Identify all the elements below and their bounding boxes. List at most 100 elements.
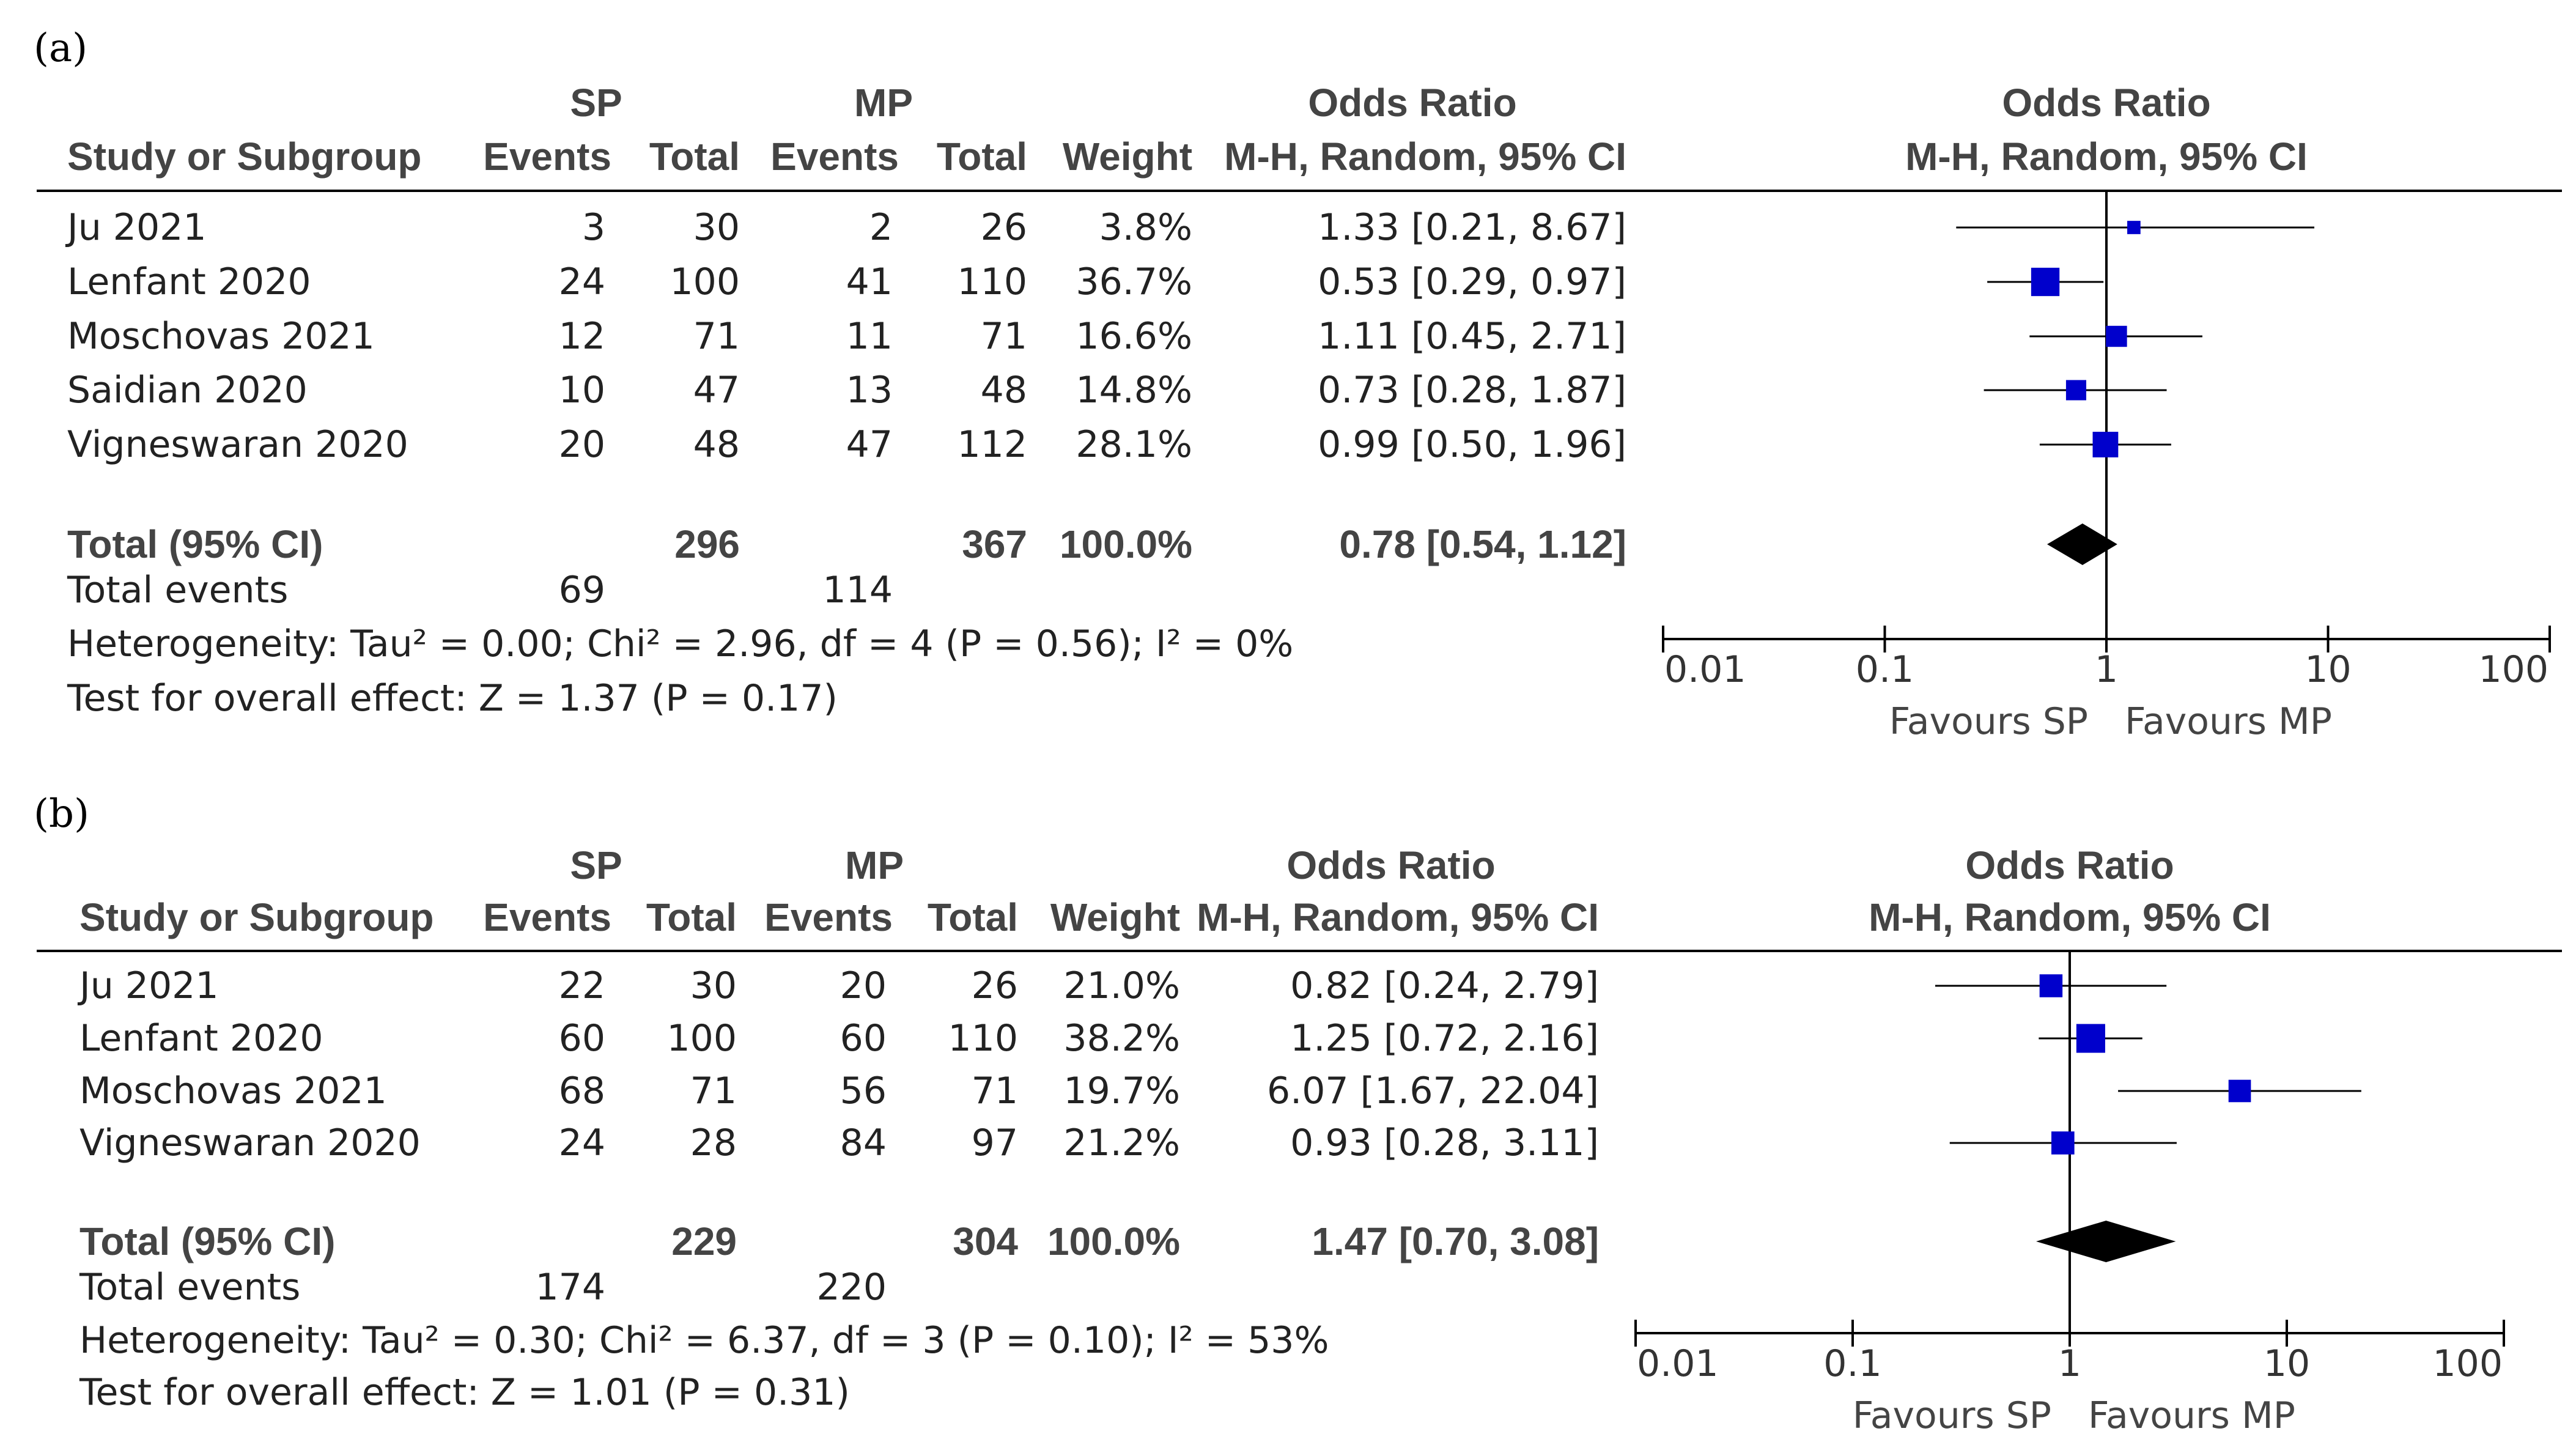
group2-total-header: Total — [937, 135, 1027, 179]
group2-events: 41 — [846, 261, 893, 303]
overall-effect-test: Test for overall effect: Z = 1.37 (P = 0… — [67, 677, 838, 720]
group1-events: 12 — [559, 315, 605, 358]
study-row: Moschovas 2021 12 71 11 71 16.6% 1.11 [0.45, 2… — [67, 315, 2202, 358]
study-weight: 21.2% — [1063, 1122, 1180, 1164]
group1-events: 24 — [559, 261, 605, 303]
study-name: Moschovas 2021 — [67, 315, 375, 358]
x-axis-tick-label: 0.01 — [1637, 1342, 1719, 1385]
total-weight: 100.0% — [1047, 1219, 1180, 1263]
group1-events: 24 — [559, 1122, 605, 1164]
study-point-estimate — [2065, 380, 2086, 401]
x-axis-tick-label: 10 — [2305, 648, 2351, 691]
study-row: Lenfant 2020 60 100 60 110 38.2% 1.25 [0.72, 2… — [79, 1017, 2142, 1060]
group1-header: SP — [570, 81, 622, 125]
group2-total: 110 — [948, 1017, 1018, 1060]
pooled-estimate-diamond — [2036, 1221, 2176, 1262]
group2-header: MP — [845, 843, 904, 887]
study-row: Vigneswaran 2020 20 48 47 112 28.1% 0.99 [0.50… — [67, 423, 2171, 466]
x-axis-tick-label: 1 — [2095, 648, 2118, 691]
study-point-estimate — [2228, 1079, 2251, 1103]
group1-events: 20 — [559, 423, 605, 466]
study-weight: 3.8% — [1099, 206, 1192, 249]
group1-total: 100 — [666, 1017, 737, 1060]
study-name: Lenfant 2020 — [67, 261, 311, 303]
study-weight: 19.7% — [1063, 1070, 1180, 1112]
study-odds-ratio-ci: 1.25 [0.72, 2.16] — [1290, 1017, 1599, 1060]
x-axis-tick-label: 1 — [2058, 1342, 2081, 1385]
group2-events: 20 — [840, 964, 887, 1007]
group1-total: 71 — [690, 1070, 737, 1112]
x-axis: 0.01 0.1 1 10 100 — [1662, 626, 2551, 691]
forest-odds-ratio-title: Odds Ratio — [1965, 843, 2174, 887]
study-odds-ratio-ci: 0.53 [0.29, 0.97] — [1318, 261, 1626, 303]
study-point-estimate — [2039, 974, 2063, 997]
study-odds-ratio-ci: 1.33 [0.21, 8.67] — [1318, 206, 1626, 249]
study-weight: 21.0% — [1063, 964, 1180, 1007]
x-axis-tick-label: 100 — [2432, 1342, 2503, 1385]
odds-ratio-title: Odds Ratio — [1308, 81, 1516, 125]
group2-total-header: Total — [928, 895, 1018, 939]
group2-events: 84 — [840, 1122, 887, 1164]
group1-events: 10 — [559, 369, 605, 412]
group2-total: 71 — [981, 315, 1027, 358]
group2-total: 112 — [957, 423, 1027, 466]
study-row: Saidian 2020 10 47 13 48 14.8% 0.73 [0.28, 1.8… — [67, 369, 2167, 412]
panel-label: (b) — [34, 791, 89, 837]
group2-events: 11 — [846, 315, 893, 358]
favours-left-label: Favours SP — [1853, 1394, 2051, 1437]
group2-header: MP — [854, 81, 913, 125]
forest-odds-ratio-title: Odds Ratio — [2002, 81, 2210, 125]
favours-right-label: Favours MP — [2088, 1394, 2295, 1437]
group1-total: 71 — [693, 315, 740, 358]
group2-total: 97 — [972, 1122, 1018, 1164]
panel-label: (a) — [34, 26, 87, 71]
heterogeneity-statistics: Heterogeneity: Tau² = 0.00; Chi² = 2.96,… — [67, 623, 1293, 665]
study-column-header: Study or Subgroup — [67, 135, 422, 179]
study-name: Lenfant 2020 — [79, 1017, 323, 1060]
study-column-header: Study or Subgroup — [79, 895, 434, 939]
study-weight: 36.7% — [1076, 261, 1192, 303]
x-axis-tick-label: 10 — [2264, 1342, 2310, 1385]
group2-total-sum: 367 — [962, 522, 1027, 566]
pooled-odds-ratio-ci: 1.47 [0.70, 3.08] — [1312, 1219, 1599, 1263]
total-events-label: Total events — [79, 1266, 300, 1309]
forest-panel-a: (a) SP MP Odds Ratio Odds Ratio Study or Subg… — [34, 26, 2562, 743]
group1-total-events: 174 — [535, 1266, 605, 1309]
x-axis-tick-label: 0.1 — [1856, 648, 1914, 691]
group1-total-sum: 296 — [674, 522, 740, 566]
study-point-estimate — [2031, 267, 2060, 297]
total-row: Total (95% CI) 229 304 100.0% 1.47 [0.70, 3.… — [79, 1219, 2176, 1263]
group2-events: 47 — [846, 423, 893, 466]
group1-total: 28 — [690, 1122, 737, 1164]
favours-left-label: Favours SP — [1889, 700, 2088, 743]
x-axis: 0.01 0.1 1 10 100 — [1634, 1320, 2505, 1385]
study-row: Ju 2021 22 30 20 26 21.0% 0.82 [0.24, 2.79] — [77, 964, 2167, 1007]
study-name: Vigneswaran 2020 — [79, 1122, 421, 1164]
study-name: Vigneswaran 2020 — [67, 423, 408, 466]
study-point-estimate — [2051, 1131, 2075, 1155]
group1-total-header: Total — [646, 895, 737, 939]
forest-method-header: M-H, Random, 95% CI — [1905, 135, 2308, 179]
group1-total: 100 — [670, 261, 740, 303]
study-weight: 28.1% — [1076, 423, 1192, 466]
group1-total-events: 69 — [559, 569, 605, 612]
overall-effect-test: Test for overall effect: Z = 1.01 (P = 0… — [79, 1371, 850, 1414]
study-weight: 38.2% — [1063, 1017, 1180, 1060]
study-row: Moschovas 2021 68 71 56 71 19.7% 6.07 [1.67, 2… — [79, 1070, 2361, 1112]
total-events-row: Total events 69 114 — [67, 569, 893, 612]
odds-ratio-title: Odds Ratio — [1286, 843, 1495, 887]
group1-events: 68 — [559, 1070, 605, 1112]
group1-header: SP — [570, 843, 622, 887]
x-axis-tick-label: 0.1 — [1823, 1342, 1881, 1385]
group2-events-header: Events — [764, 895, 893, 939]
total-label: Total (95% CI) — [67, 522, 323, 566]
total-row: Total (95% CI) 296 367 100.0% 0.78 [0.54, 1.… — [67, 522, 2117, 566]
study-name: Saidian 2020 — [67, 369, 308, 412]
study-row: Lenfant 2020 24 100 41 110 36.7% 0.53 [0.29, 0… — [67, 261, 2104, 303]
study-weight: 16.6% — [1076, 315, 1192, 358]
group2-total: 48 — [981, 369, 1027, 412]
group1-events-header: Events — [483, 135, 611, 179]
group1-total: 30 — [693, 206, 740, 249]
